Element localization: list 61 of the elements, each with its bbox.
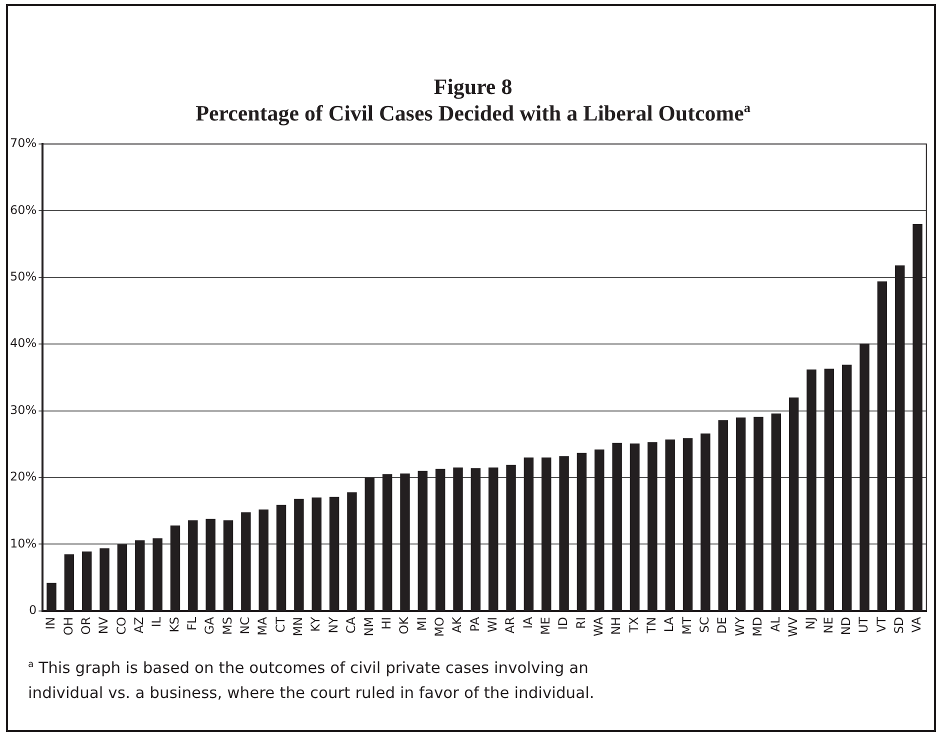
x-tick-label: MT xyxy=(680,616,694,635)
x-tick-label: GA xyxy=(202,616,217,634)
y-tick-label: 60% xyxy=(10,202,37,217)
x-tick-label: NE xyxy=(821,616,836,634)
text: $^{a}$ This graph is based on the outcomes of civil private cases involving an individual vs. a business, where the court ruled in favor of the individual. xyxy=(28,658,596,704)
x-tick-label: IA xyxy=(520,616,535,629)
x-tick-label: NJ xyxy=(804,616,818,630)
x-tick-label: MO xyxy=(432,616,446,637)
x-tick-label: WV xyxy=(786,616,800,638)
x-tick-label: WA xyxy=(592,616,606,636)
x-tick-label: AK xyxy=(450,616,464,634)
x-tick-label: CO xyxy=(114,616,128,635)
x-tick-label: WY xyxy=(732,616,747,636)
x-tick-label: MD xyxy=(750,616,765,637)
x-tick-label: NH xyxy=(609,616,624,635)
chart-title: Figure 8 xyxy=(432,74,514,100)
x-tick-label: AZ xyxy=(132,616,146,634)
x-tick-label: KY xyxy=(308,616,323,632)
y-tick-label: 20% xyxy=(10,470,37,484)
x-tick-label: NV xyxy=(96,616,111,634)
x-tick-label: WI xyxy=(485,616,500,632)
x-tick-label: IN xyxy=(44,616,58,630)
x-tick-label: CT xyxy=(273,616,288,633)
x-tick-label: FL xyxy=(185,616,200,631)
x-tick-label: AL xyxy=(768,616,782,632)
x-tick-label: RI xyxy=(574,616,588,629)
y-tick-label: 30% xyxy=(10,402,37,417)
x-tick-label: KS xyxy=(167,616,182,632)
x-tick-label: DE xyxy=(715,616,730,634)
x-tick-label: TN xyxy=(644,616,659,634)
x-tick-label: IL xyxy=(150,616,164,628)
x-tick-label: ME xyxy=(538,616,553,635)
x-tick-label: NC xyxy=(238,616,252,634)
y-tick-label: 50% xyxy=(10,270,37,284)
x-tick-label: TX xyxy=(626,616,641,634)
y-tick-label: 40% xyxy=(10,336,37,350)
y-tick-label: 10% xyxy=(10,536,37,550)
x-tick-label: VA xyxy=(910,616,924,633)
x-tick-label: MN xyxy=(291,616,306,636)
x-tick-label: VT xyxy=(874,616,888,632)
x-tick-label: PA xyxy=(468,616,482,632)
y-tick-label: 0 xyxy=(29,603,37,618)
x-tick-label: OH xyxy=(61,616,76,636)
x-tick-label: ND xyxy=(838,616,853,636)
x-tick-label: ID xyxy=(556,616,570,630)
x-tick-label: OR xyxy=(78,616,93,635)
x-tick-label: AR xyxy=(503,616,518,634)
x-tick-label: CA xyxy=(344,616,358,634)
x-tick-label: SD xyxy=(892,616,906,634)
x-tick-label: LA xyxy=(662,616,676,632)
x-tick-label: OK xyxy=(397,616,412,634)
x-tick-label: MA xyxy=(256,616,270,636)
x-tick-label: MI xyxy=(414,616,429,631)
x-tick-label: NY xyxy=(326,616,340,634)
x-tick-label: SC xyxy=(698,616,712,633)
x-tick-label: NM xyxy=(362,616,376,636)
x-tick-label: HI xyxy=(379,616,394,630)
y-tick-label: 70% xyxy=(10,136,37,150)
x-tick-label: UT xyxy=(856,616,871,634)
x-tick-label: MS xyxy=(220,616,234,635)
chart-subtitle: Percentage of Civil Cases Decided with a Liberal Outcome$^{a}$ xyxy=(194,100,752,126)
